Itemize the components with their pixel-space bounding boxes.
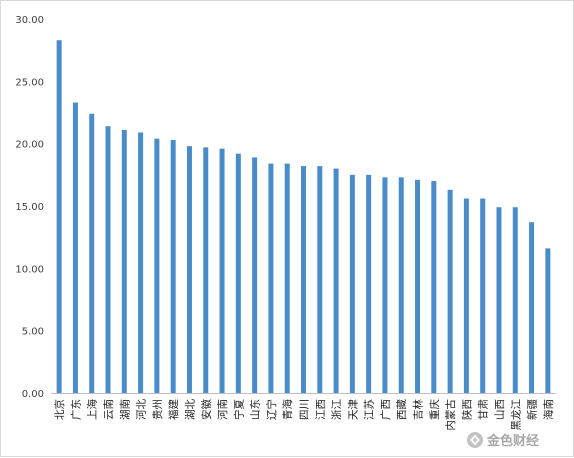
x-tick-label: 广西 — [380, 399, 392, 420]
x-tick-label: 辽宁 — [265, 399, 278, 420]
x-tick-label: 内蒙古 — [444, 399, 457, 431]
x-tick-label: 海南 — [542, 399, 555, 420]
x-tick-label: 山东 — [249, 399, 262, 420]
bar — [366, 174, 372, 393]
x-tick-label: 北京 — [53, 399, 66, 420]
bar — [512, 207, 518, 393]
y-tick-label: 0.00 — [22, 389, 44, 400]
y-tick-label: 25.00 — [15, 77, 44, 88]
x-tick-label: 宁夏 — [232, 399, 245, 420]
bar — [317, 166, 323, 393]
bar — [186, 146, 192, 393]
bar — [398, 177, 404, 393]
bar — [235, 153, 241, 393]
bar — [333, 168, 339, 393]
x-tick-label: 安徽 — [200, 399, 213, 420]
x-tick-label: 湖北 — [184, 399, 196, 420]
bar — [252, 157, 258, 393]
bar — [284, 163, 290, 393]
watermark-text: 金色财经 — [486, 433, 539, 449]
x-tick-label: 西藏 — [396, 399, 408, 420]
bar — [268, 163, 274, 393]
gold-finance-logo-icon — [467, 432, 483, 448]
x-tick-label: 河北 — [136, 399, 148, 420]
x-tick-label: 四川 — [299, 399, 311, 420]
bar — [170, 139, 176, 393]
x-tick-label: 青海 — [281, 399, 294, 420]
x-tick-label: 浙江 — [331, 399, 343, 420]
y-axis: 0.00 5.00 10.00 15.00 20.00 25.00 30.00 — [15, 15, 44, 400]
x-tick-label: 广东 — [69, 399, 82, 420]
x-tick-label: 福建 — [167, 399, 180, 420]
bar — [203, 147, 209, 393]
bar — [496, 207, 502, 393]
bar — [219, 148, 225, 393]
bar — [105, 126, 111, 394]
watermark: 金色财经 — [467, 432, 539, 449]
y-tick-label: 30.00 — [15, 15, 44, 26]
bar — [415, 179, 421, 393]
x-tick-label: 江苏 — [363, 399, 376, 420]
bar — [529, 222, 535, 393]
x-tick-label: 山西 — [494, 399, 506, 420]
y-tick-label: 5.00 — [22, 327, 44, 338]
x-tick-label: 天津 — [347, 399, 359, 420]
bar — [431, 181, 437, 393]
x-tick-label: 甘肃 — [477, 399, 490, 420]
x-tick-label: 云南 — [102, 399, 115, 420]
x-tick-label: 贵州 — [151, 399, 164, 420]
bar — [89, 113, 95, 393]
x-tick-label: 湖南 — [118, 399, 131, 420]
bar — [56, 40, 62, 394]
bars — [56, 40, 551, 394]
bar — [480, 198, 486, 393]
y-tick-label: 20.00 — [15, 140, 44, 151]
bar — [382, 177, 388, 393]
x-axis-labels: 北京 广东 上海 云南 湖南 河北 贵州 福建 湖北 安徽 河南 宁夏 山东 辽宁 青海 四川 江西 浙江 天津 江苏… — [53, 399, 555, 431]
bar — [301, 166, 306, 393]
x-tick-label: 上海 — [86, 399, 99, 420]
bar — [349, 174, 355, 393]
x-tick-label: 重庆 — [428, 399, 441, 420]
x-tick-label: 吉林 — [412, 399, 425, 420]
x-tick-label: 江西 — [315, 399, 327, 420]
bar — [545, 248, 551, 393]
bar — [138, 132, 144, 394]
x-tick-label: 陕西 — [460, 399, 473, 420]
bar — [121, 129, 127, 393]
x-tick-label: 黑龙江 — [509, 399, 522, 431]
y-tick-label: 10.00 — [15, 264, 44, 275]
bar — [154, 138, 160, 393]
bar — [447, 189, 453, 393]
bar — [72, 102, 78, 393]
x-tick-label: 新疆 — [526, 399, 539, 420]
y-tick-label: 15.00 — [15, 202, 44, 213]
bar — [463, 198, 469, 393]
x-tick-label: 河南 — [216, 399, 229, 420]
